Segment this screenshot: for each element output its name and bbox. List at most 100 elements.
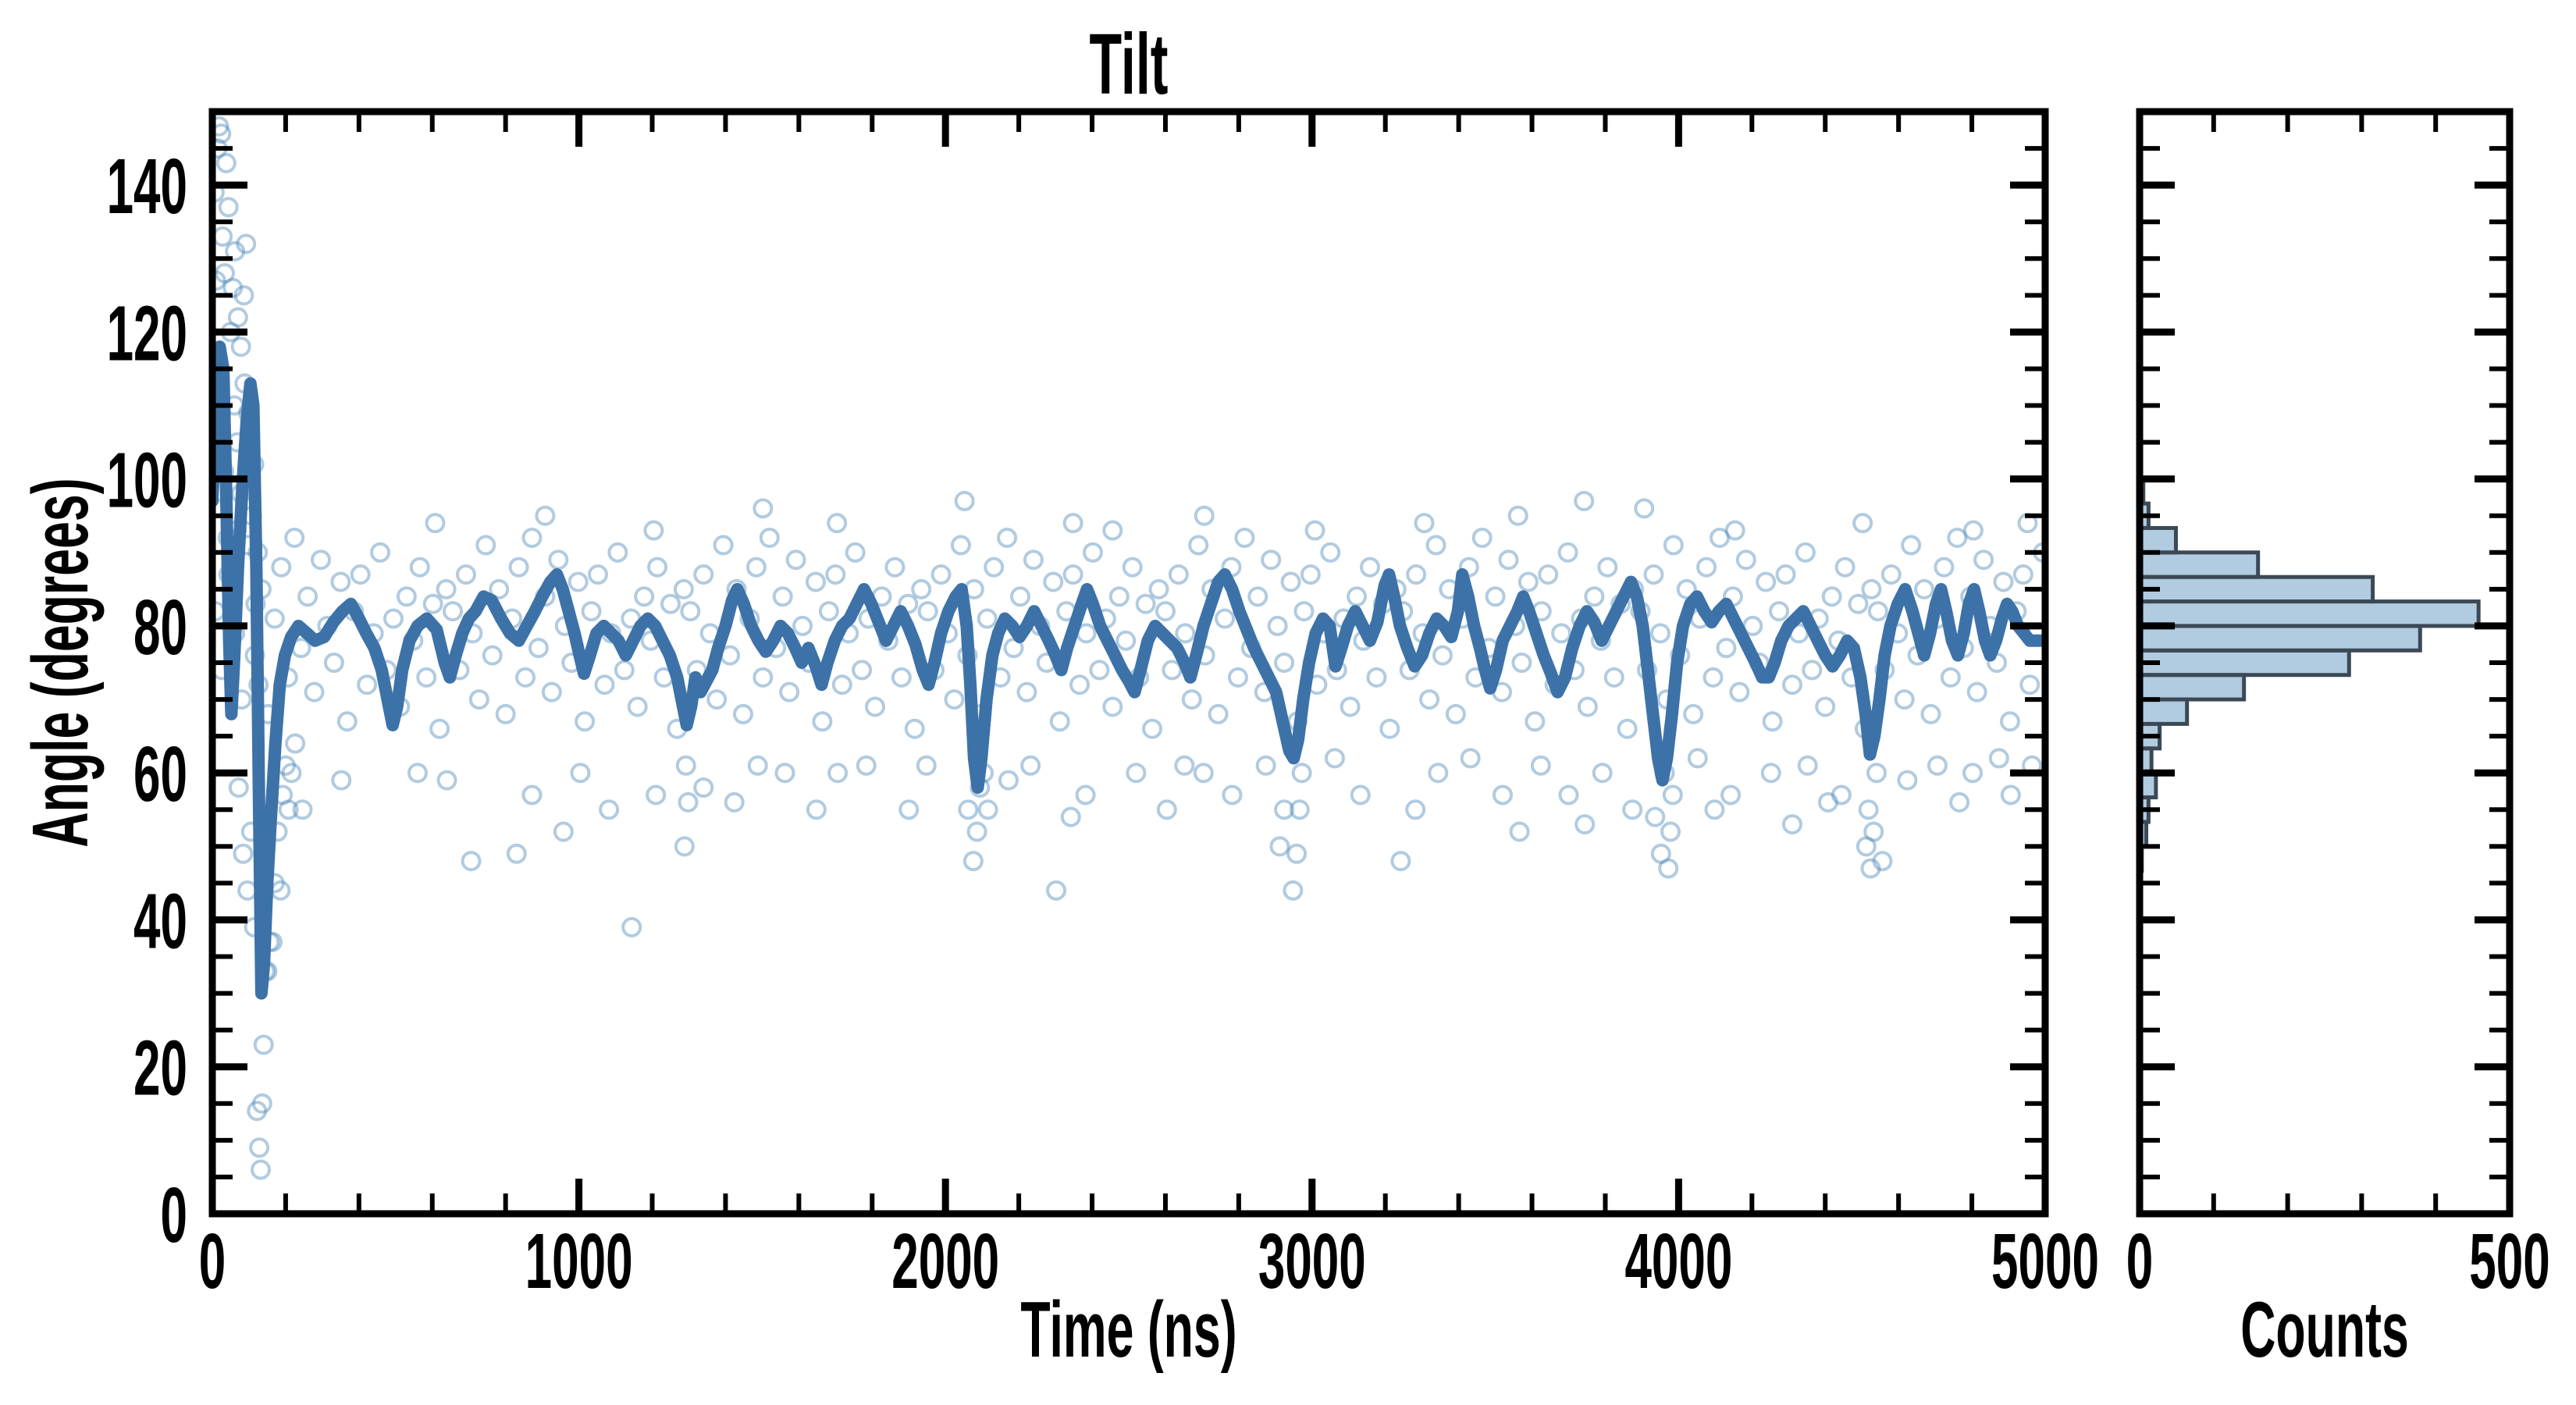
scatter-point bbox=[407, 763, 428, 784]
scatter-point bbox=[930, 564, 952, 585]
scatter-point bbox=[1762, 711, 1783, 732]
scatter-point bbox=[278, 799, 299, 820]
scatter-point bbox=[1988, 748, 2009, 769]
scatter-point bbox=[1848, 593, 1869, 614]
scatter-point bbox=[357, 674, 378, 695]
scatter-point bbox=[745, 557, 767, 578]
scatter-point bbox=[285, 733, 306, 754]
scatter-point bbox=[228, 777, 249, 799]
hist-bar bbox=[2140, 648, 2351, 678]
scatter-point bbox=[884, 557, 906, 578]
scatter-point bbox=[1676, 578, 1697, 599]
scatter-point bbox=[212, 226, 233, 247]
scatter-point bbox=[2012, 564, 2033, 585]
scatter-point bbox=[2000, 784, 2021, 806]
scatter-point bbox=[1687, 748, 1708, 769]
scatter-point bbox=[1720, 784, 1742, 806]
scatter-point bbox=[292, 799, 313, 820]
scatter-point bbox=[678, 791, 699, 813]
scatter-point bbox=[1858, 799, 1879, 820]
scatter-point bbox=[1062, 513, 1083, 534]
scatter-point bbox=[1188, 535, 1209, 556]
scatter-point bbox=[1663, 535, 1684, 556]
scatter-point bbox=[1683, 703, 1704, 724]
scatter-point bbox=[396, 586, 417, 607]
scatter-point bbox=[753, 667, 774, 688]
scatter-point bbox=[1089, 660, 1110, 681]
scatter-point bbox=[724, 791, 745, 813]
scatter-point bbox=[416, 667, 437, 688]
scatter-point bbox=[1280, 571, 1301, 592]
scatter-point bbox=[1122, 557, 1143, 578]
scatter-point bbox=[1060, 806, 1081, 827]
scatter-point bbox=[233, 285, 254, 306]
scatter-point bbox=[998, 770, 1019, 791]
scatter-point bbox=[706, 689, 728, 710]
scatter-point bbox=[1406, 564, 1427, 585]
running-average-line bbox=[212, 340, 2045, 1000]
scatter-point bbox=[634, 586, 655, 607]
tick-label: 4000 bbox=[1624, 1218, 1732, 1305]
scatter-point bbox=[1901, 535, 1922, 556]
scatter-point bbox=[443, 601, 464, 622]
scatter-point bbox=[218, 197, 239, 218]
scatter-point bbox=[1471, 527, 1493, 548]
scatter-point bbox=[674, 836, 695, 857]
scatter-point bbox=[732, 703, 753, 724]
scatter-point bbox=[1009, 586, 1030, 607]
scatter-point bbox=[553, 821, 574, 842]
scatter-point bbox=[1234, 527, 1255, 548]
tick-label: 0 bbox=[2126, 1218, 2153, 1305]
scatter-point bbox=[1815, 696, 1836, 717]
scatter-point bbox=[528, 638, 549, 659]
scatter-point bbox=[1643, 564, 1664, 585]
scatter-point bbox=[264, 608, 285, 629]
scatter-point bbox=[680, 601, 701, 622]
scatter-point bbox=[772, 586, 793, 607]
scatter-point bbox=[311, 550, 332, 571]
scatter-point bbox=[891, 667, 912, 688]
scatter-point bbox=[214, 263, 235, 284]
tick-label: 500 bbox=[2469, 1218, 2549, 1305]
scatter-point bbox=[297, 586, 318, 607]
scatter-point bbox=[1756, 571, 1777, 592]
scatter-point bbox=[249, 1137, 270, 1158]
main-plot-area bbox=[212, 116, 2045, 1180]
scatter-point bbox=[1662, 784, 1683, 806]
scatter-point bbox=[1966, 681, 1987, 702]
scatter-point bbox=[1817, 791, 1838, 813]
tick-label: 100 bbox=[107, 437, 187, 525]
scatter-point bbox=[856, 755, 877, 776]
scatter-point bbox=[1194, 505, 1215, 526]
scatter-point bbox=[1947, 527, 1968, 548]
scatter-point bbox=[422, 593, 443, 614]
scatter-point bbox=[594, 674, 615, 695]
scatter-point bbox=[581, 601, 602, 622]
scatter-point bbox=[495, 703, 516, 724]
scatter-point bbox=[482, 645, 503, 666]
scatter-point bbox=[693, 564, 714, 585]
scatter-point bbox=[1538, 564, 1559, 585]
scatter-point bbox=[1574, 490, 1595, 511]
scatter-point bbox=[607, 542, 628, 563]
scatter-point bbox=[284, 527, 305, 548]
scatter-point bbox=[1227, 667, 1248, 688]
scatter-point bbox=[747, 755, 768, 776]
scatter-point bbox=[831, 674, 852, 695]
scatter-point bbox=[521, 527, 543, 548]
scatter-point bbox=[785, 550, 806, 571]
scatter-point bbox=[1304, 520, 1325, 541]
tick-label: 0 bbox=[161, 1172, 187, 1259]
scatter-point bbox=[1359, 557, 1380, 578]
scatter-point bbox=[271, 557, 292, 578]
scatter-point bbox=[1517, 571, 1539, 592]
scatter-point bbox=[1046, 880, 1067, 901]
scatter-point bbox=[1649, 623, 1670, 644]
scatter-point bbox=[1419, 689, 1440, 710]
scatter-point bbox=[1324, 748, 1345, 769]
tick-label: 2000 bbox=[891, 1218, 999, 1305]
scatter-point bbox=[805, 571, 826, 592]
scatter-point bbox=[251, 1093, 272, 1114]
scatter-point bbox=[1872, 851, 1893, 872]
scatter-point bbox=[1492, 784, 1513, 806]
